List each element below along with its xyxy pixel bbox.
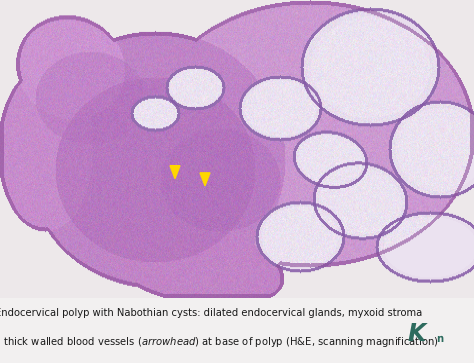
Text: Endocervical polyp with Nabothian cysts: dilated endocervical glands, myxoid str: Endocervical polyp with Nabothian cysts:…: [0, 308, 422, 318]
Text: with thick walled blood vessels ($\it{arrowhead}$) at base of polyp (H&E, scanni: with thick walled blood vessels ($\it{ar…: [0, 335, 438, 349]
Polygon shape: [200, 173, 210, 186]
Text: K: K: [408, 322, 426, 346]
Polygon shape: [170, 166, 180, 179]
Text: ո: ո: [436, 334, 444, 344]
